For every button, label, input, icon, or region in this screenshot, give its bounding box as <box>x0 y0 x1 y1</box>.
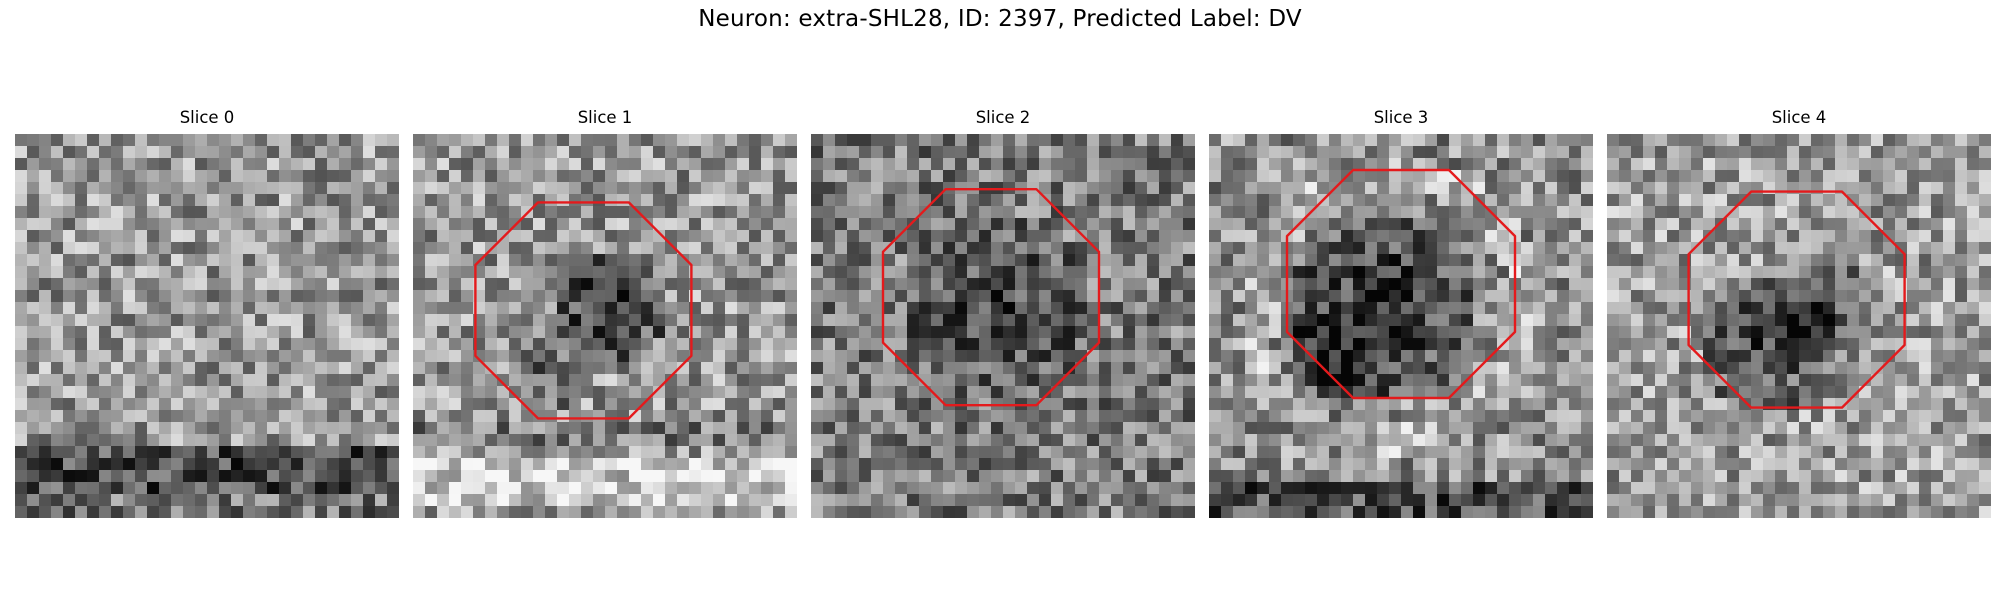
roi-contour <box>1687 190 1906 409</box>
slice-image <box>413 134 797 518</box>
roi-contour <box>1285 168 1517 400</box>
slice-title: Slice 3 <box>1373 108 1429 127</box>
slice-image <box>15 134 399 518</box>
slice-image <box>1209 134 1593 518</box>
slice-image <box>811 134 1195 518</box>
roi-contour <box>881 188 1101 407</box>
slice-title: Slice 2 <box>975 108 1031 127</box>
slice-title: Slice 0 <box>179 108 235 127</box>
slice-title: Slice 1 <box>577 108 633 127</box>
figure-title: Neuron: extra-SHL28, ID: 2397, Predicted… <box>698 6 1302 32</box>
slice-title: Slice 4 <box>1771 108 1827 127</box>
slice-image <box>1607 134 1991 518</box>
roi-contour <box>474 201 693 420</box>
